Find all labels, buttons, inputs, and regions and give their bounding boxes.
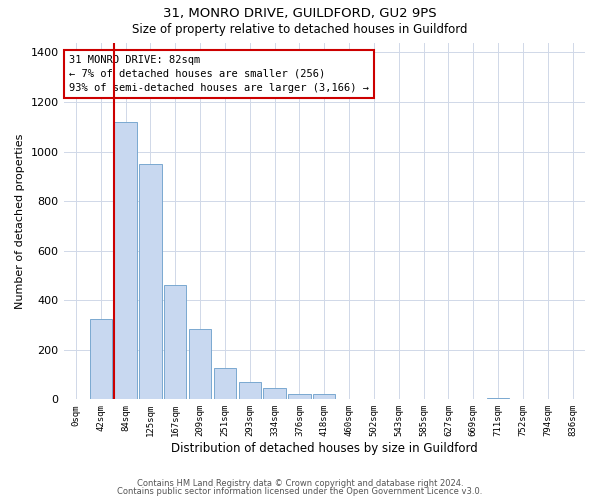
Bar	[487, 398, 509, 400]
Bar	[139, 164, 161, 400]
Bar	[189, 330, 211, 400]
Bar	[263, 388, 286, 400]
Bar	[214, 368, 236, 400]
Bar	[288, 394, 311, 400]
Bar	[89, 319, 112, 400]
Text: 31, MONRO DRIVE, GUILDFORD, GU2 9PS: 31, MONRO DRIVE, GUILDFORD, GU2 9PS	[163, 8, 437, 20]
Bar	[239, 382, 261, 400]
X-axis label: Distribution of detached houses by size in Guildford: Distribution of detached houses by size …	[171, 442, 478, 455]
Text: Contains public sector information licensed under the Open Government Licence v3: Contains public sector information licen…	[118, 487, 482, 496]
Text: Contains HM Land Registry data © Crown copyright and database right 2024.: Contains HM Land Registry data © Crown c…	[137, 478, 463, 488]
Bar	[164, 286, 187, 400]
Text: Size of property relative to detached houses in Guildford: Size of property relative to detached ho…	[132, 22, 468, 36]
Bar	[115, 122, 137, 400]
Bar	[313, 394, 335, 400]
Text: 31 MONRO DRIVE: 82sqm
← 7% of detached houses are smaller (256)
93% of semi-deta: 31 MONRO DRIVE: 82sqm ← 7% of detached h…	[69, 55, 369, 93]
Y-axis label: Number of detached properties: Number of detached properties	[15, 133, 25, 308]
